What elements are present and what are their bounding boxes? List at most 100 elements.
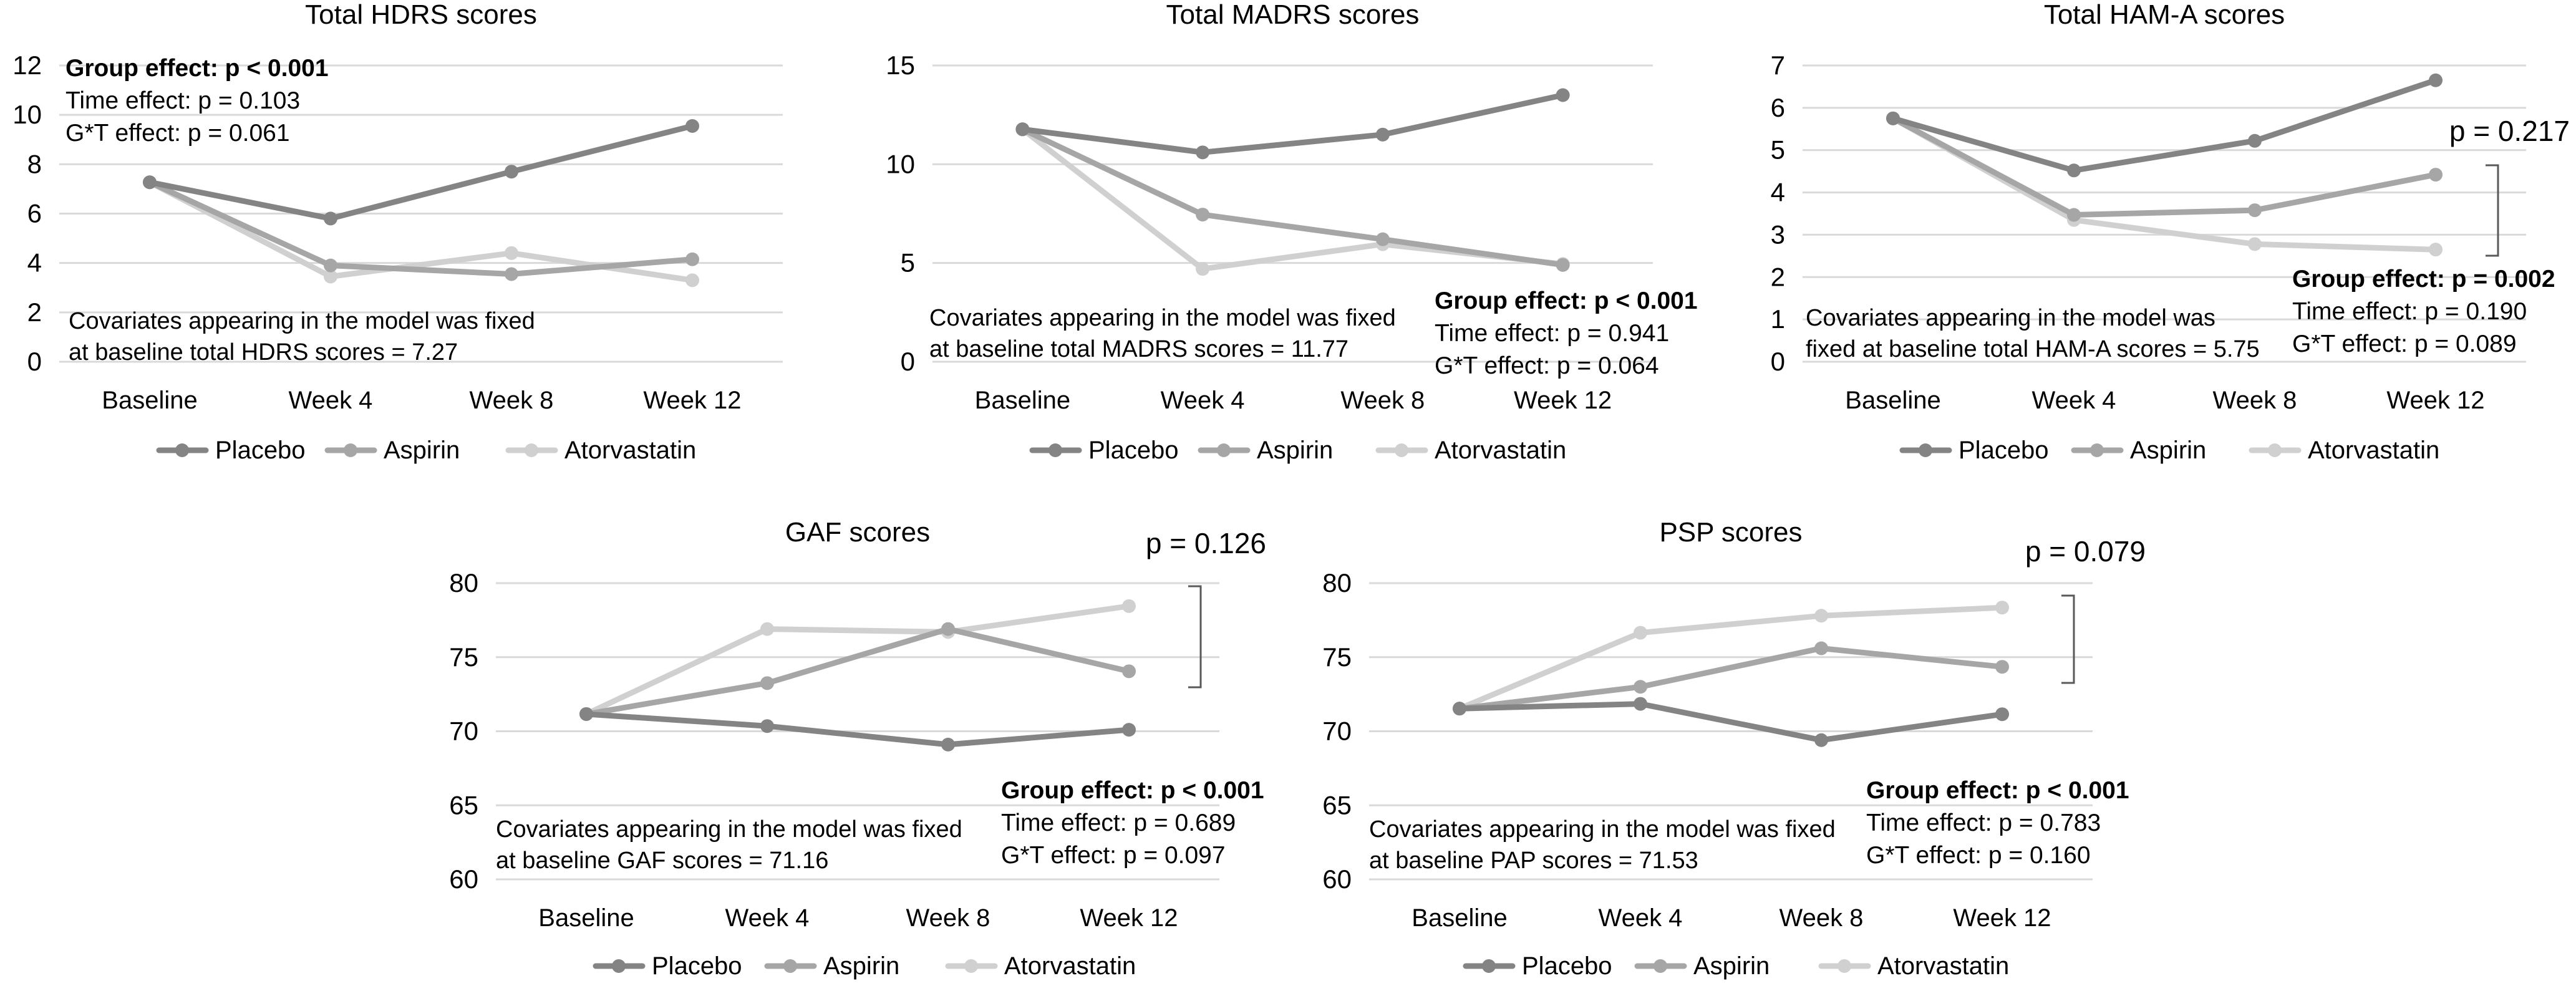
- legend-marker: [1838, 959, 1851, 973]
- y-tick-label: 1: [1771, 304, 1785, 334]
- x-tick-label: Week 12: [1953, 904, 2051, 932]
- y-tick-label: 70: [449, 717, 478, 746]
- x-tick-label: Baseline: [538, 904, 634, 932]
- x-tick-label: Baseline: [975, 387, 1070, 414]
- legend-marker: [612, 959, 626, 973]
- x-tick-label: Week 8: [1340, 387, 1425, 414]
- y-tick-label: 6: [27, 199, 42, 228]
- x-tick-label: Week 4: [289, 387, 373, 414]
- x-tick-label: Week 8: [2213, 387, 2297, 414]
- series-line-placebo: [1019, 92, 1566, 155]
- data-point-atorvastatin: [2429, 243, 2443, 257]
- data-point-placebo: [579, 707, 593, 721]
- series-line-aspirin: [147, 179, 695, 277]
- stats-text: Time effect: p = 0.190: [2292, 298, 2527, 325]
- x-tick-label: Baseline: [102, 387, 197, 414]
- data-point-aspirin: [685, 252, 699, 266]
- chart-title: Total HDRS scores: [305, 0, 537, 30]
- x-tick-label: Week 8: [906, 904, 990, 932]
- stats-line: G*T effect: p = 0.160: [1866, 842, 2091, 869]
- stats-line: Time effect: p = 0.783: [1866, 810, 2101, 836]
- data-point-aspirin: [2067, 208, 2081, 222]
- data-point-aspirin: [1122, 664, 1136, 679]
- data-point-aspirin: [760, 676, 774, 690]
- stats-text: G*T effect: p = 0.064: [1435, 352, 1659, 379]
- legend-label: Atorvastatin: [1435, 437, 1566, 464]
- data-point-aspirin: [941, 622, 955, 636]
- series-line-atorvastatin: [1890, 115, 2439, 253]
- legend-label: Atorvastatin: [2308, 437, 2439, 464]
- chart-title: Total MADRS scores: [1166, 0, 1420, 30]
- x-tick-label: Week 8: [1779, 904, 1864, 932]
- data-point-aspirin: [505, 267, 518, 281]
- chart-psp: PSP scores 60 65 70 75 80 Baseline Week 4 Week 8…: [1322, 517, 2146, 980]
- data-point-placebo: [1375, 127, 1390, 142]
- legend-label: Placebo: [215, 437, 306, 464]
- x-tick-label: Baseline: [1845, 387, 1940, 414]
- legend-marker: [344, 443, 357, 457]
- data-point-aspirin: [1556, 258, 1570, 272]
- y-tick-label: 5: [1771, 135, 1785, 165]
- legend-marker: [2268, 443, 2282, 457]
- x-tick-label: Week 4: [725, 904, 810, 932]
- chart-title: Total HAM-A scores: [2044, 0, 2285, 30]
- stats-text: G*T effect: p = 0.061: [65, 120, 290, 147]
- legend-marker: [175, 443, 189, 457]
- stats-line: Group effect: p = 0.002: [2292, 266, 2555, 292]
- data-point-atorvastatin: [1995, 601, 2009, 615]
- data-point-placebo: [2429, 73, 2443, 87]
- series-line-aspirin: [1456, 645, 2005, 712]
- legend-label: Placebo: [1088, 437, 1179, 464]
- stats-line: Time effect: p = 0.103: [65, 87, 300, 114]
- data-point-placebo: [1814, 733, 1828, 747]
- y-tick-label: 3: [1771, 220, 1785, 249]
- legend-marker: [964, 959, 978, 973]
- y-tick-label: 10: [886, 149, 915, 178]
- y-tick-label: 80: [1322, 568, 1352, 597]
- x-tick-label: Baseline: [1411, 904, 1507, 932]
- y-tick-label: 2: [27, 297, 42, 327]
- stats-bold: Group effect: p < 0.001: [1435, 288, 1698, 314]
- chart-gaf: GAF scores 60 65 70 75 80 Baseline Week 4 Week 8…: [449, 517, 1266, 980]
- legend-label: Atorvastatin: [1004, 952, 1136, 980]
- legend-label: Placebo: [652, 952, 742, 980]
- legend-label: Aspirin: [1257, 437, 1333, 464]
- legend-label: Atorvastatin: [1877, 952, 2009, 980]
- y-tick-label: 0: [27, 347, 42, 376]
- y-tick-label: 7: [1771, 51, 1785, 80]
- y-tick-label: 0: [901, 347, 915, 376]
- y-tick-label: 0: [1771, 347, 1785, 376]
- data-point-placebo: [1453, 702, 1466, 716]
- data-point-atorvastatin: [1634, 626, 1647, 640]
- data-point-aspirin: [2248, 203, 2262, 218]
- bracket-p-value: p = 0.126: [1146, 527, 1266, 559]
- data-point-atorvastatin: [1196, 262, 1210, 276]
- data-point-aspirin: [1634, 680, 1647, 694]
- series-line-aspirin: [1019, 126, 1566, 268]
- stats-line: G*T effect: p = 0.061: [65, 120, 290, 147]
- stats-line: G*T effect: p = 0.097: [1001, 842, 1226, 869]
- covariate-note: Covariates appearing in the model was fi…: [496, 816, 962, 843]
- stats-text: Time effect: p = 0.783: [1866, 810, 2101, 836]
- x-tick-label: Week 12: [1080, 904, 1178, 932]
- y-tick-label: 80: [449, 568, 478, 597]
- y-tick-label: 2: [1771, 262, 1785, 291]
- legend-marker: [1217, 443, 1231, 457]
- data-point-placebo: [1196, 145, 1210, 160]
- series-line-placebo: [1890, 77, 2439, 173]
- data-point-atorvastatin: [505, 246, 518, 260]
- legend-label: Aspirin: [384, 437, 460, 464]
- data-point-atorvastatin: [760, 622, 774, 636]
- data-point-atorvastatin: [2248, 237, 2262, 251]
- y-tick-label: 65: [1322, 790, 1352, 819]
- legend-marker: [1919, 443, 1932, 457]
- covariate-note: at baseline total HDRS scores = 7.27: [69, 339, 458, 365]
- y-tick-label: 5: [901, 248, 915, 278]
- legend-marker: [1654, 959, 1667, 973]
- chart-title: GAF scores: [785, 517, 930, 548]
- y-tick-label: 4: [1771, 178, 1785, 207]
- legend-label: Aspirin: [823, 952, 899, 980]
- data-point-aspirin: [1375, 232, 1390, 246]
- x-tick-label: Week 12: [2386, 387, 2484, 414]
- y-tick-label: 6: [1771, 93, 1785, 122]
